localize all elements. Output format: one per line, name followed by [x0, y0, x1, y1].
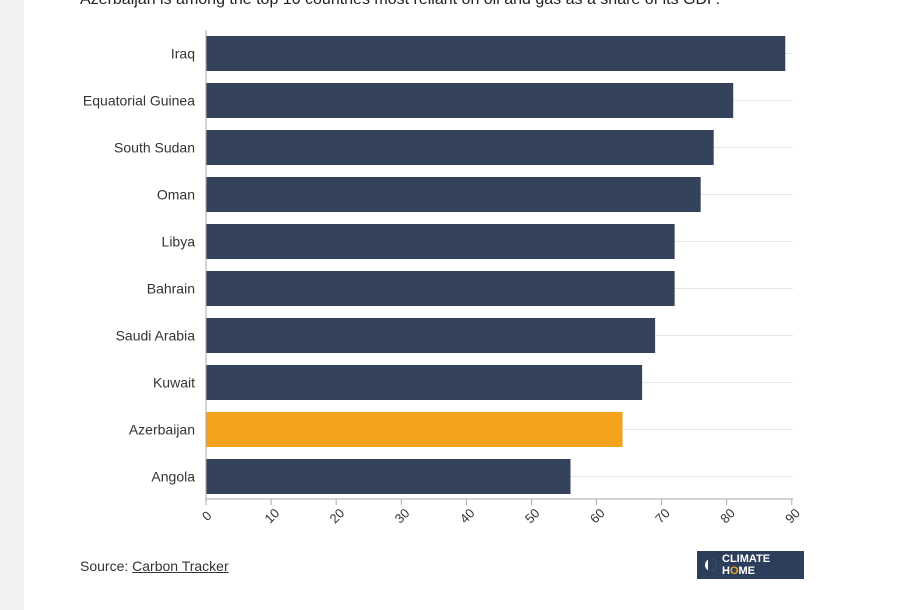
- logo-icon: [705, 559, 717, 571]
- bar-oman[interactable]: Oman: 76: [206, 177, 701, 212]
- bars: Iraq: 89 Equatorial Guinea: 81 South Sudan…: [206, 36, 786, 494]
- x-tick-label: 40: [457, 505, 478, 526]
- category-label: Iraq: [171, 46, 195, 62]
- bar-south-sudan[interactable]: South Sudan: 78: [206, 130, 714, 165]
- x-axis: 0 10 20 30 40 50 60 70 80 90: [199, 30, 803, 526]
- x-tick-label: 80: [717, 505, 738, 526]
- chart-subtitle: Azerbaijan is among the top 10 countries…: [80, 0, 720, 9]
- x-tick-label: 60: [587, 505, 608, 526]
- category-label: Kuwait: [153, 375, 195, 391]
- source-prefix: Source:: [80, 558, 133, 574]
- chart-card: Azerbaijan is among the top 10 countries…: [24, 0, 899, 610]
- category-label: Libya: [162, 234, 196, 250]
- bar-azerbaijan[interactable]: Azerbaijan: 64: [206, 412, 623, 447]
- x-tick-label: 0: [199, 508, 215, 524]
- x-tick-label: 20: [327, 505, 348, 526]
- category-label: Saudi Arabia: [116, 328, 196, 344]
- bar-iraq[interactable]: Iraq: 89: [206, 36, 786, 71]
- category-label: Equatorial Guinea: [83, 93, 195, 109]
- x-tick-label: 90: [782, 505, 803, 526]
- bar-equatorial-guinea[interactable]: Equatorial Guinea: 81: [206, 83, 734, 118]
- bar-bahrain[interactable]: Bahrain: 72: [206, 271, 675, 306]
- climate-home-logo[interactable]: CLIMATE HOME: [697, 551, 804, 579]
- bar-chart: Iraq: 89 Equatorial Guinea: 81 South Sudan…: [83, 30, 803, 526]
- bar-kuwait[interactable]: Kuwait: 67: [206, 365, 643, 400]
- x-tick-label: 30: [392, 505, 413, 526]
- source-link[interactable]: Carbon Tracker: [132, 558, 229, 574]
- logo-text: CLIMATE HOME: [722, 553, 771, 577]
- source-line: Source: Carbon Tracker: [80, 558, 229, 574]
- category-label: Angola: [151, 469, 195, 485]
- category-labels: Iraq Equatorial Guinea South Sudan Oman Liby…: [83, 46, 195, 485]
- x-tick-label: 50: [522, 505, 543, 526]
- category-label: Oman: [157, 187, 195, 203]
- category-label: Azerbaijan: [129, 422, 195, 438]
- category-label: South Sudan: [114, 140, 195, 156]
- category-label: Bahrain: [147, 281, 195, 297]
- bar-angola[interactable]: Angola: 56: [206, 459, 571, 494]
- x-tick-label: 70: [652, 505, 673, 526]
- bar-saudi-arabia[interactable]: Saudi Arabia: 69: [206, 318, 656, 353]
- x-tick-label: 10: [261, 505, 282, 526]
- bar-libya[interactable]: Libya: 72: [206, 224, 675, 259]
